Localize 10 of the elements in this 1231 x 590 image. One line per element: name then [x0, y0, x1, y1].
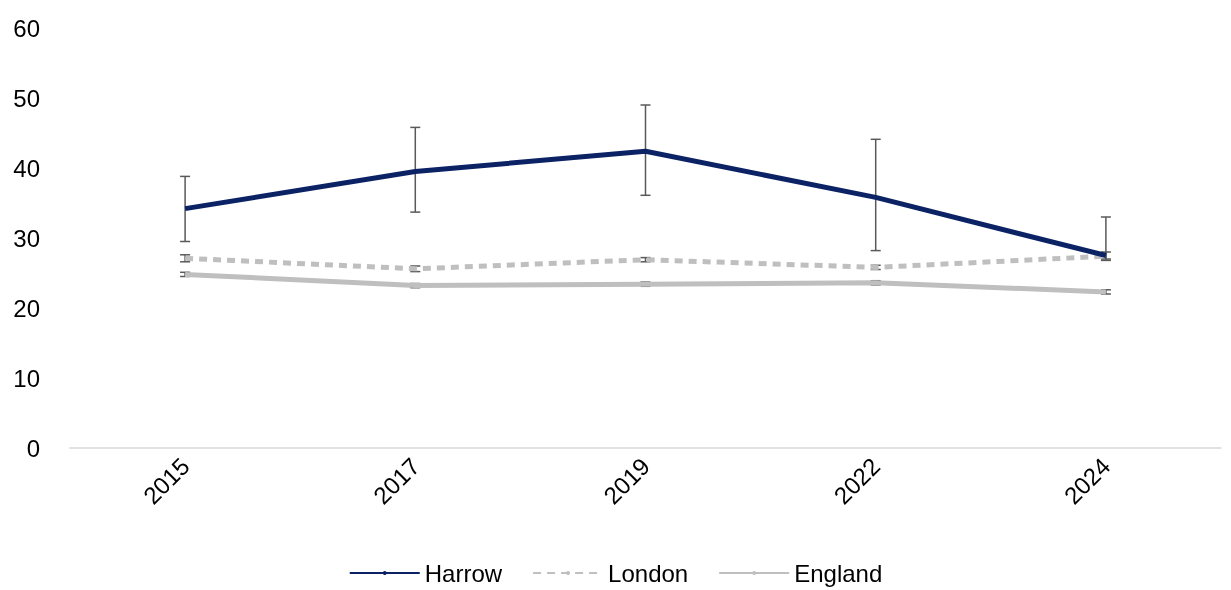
legend-label: London	[608, 559, 689, 587]
y-tick-label: 0	[26, 434, 40, 462]
y-tick-label: 30	[13, 224, 40, 252]
y-tick-label: 60	[13, 14, 40, 42]
y-tick-label: 50	[13, 84, 40, 112]
legend-label: Harrow	[424, 559, 503, 587]
y-tick-label: 10	[13, 364, 40, 392]
y-tick-label: 20	[13, 294, 40, 322]
y-tick-label: 40	[13, 154, 40, 182]
legend-label: England	[794, 559, 883, 587]
